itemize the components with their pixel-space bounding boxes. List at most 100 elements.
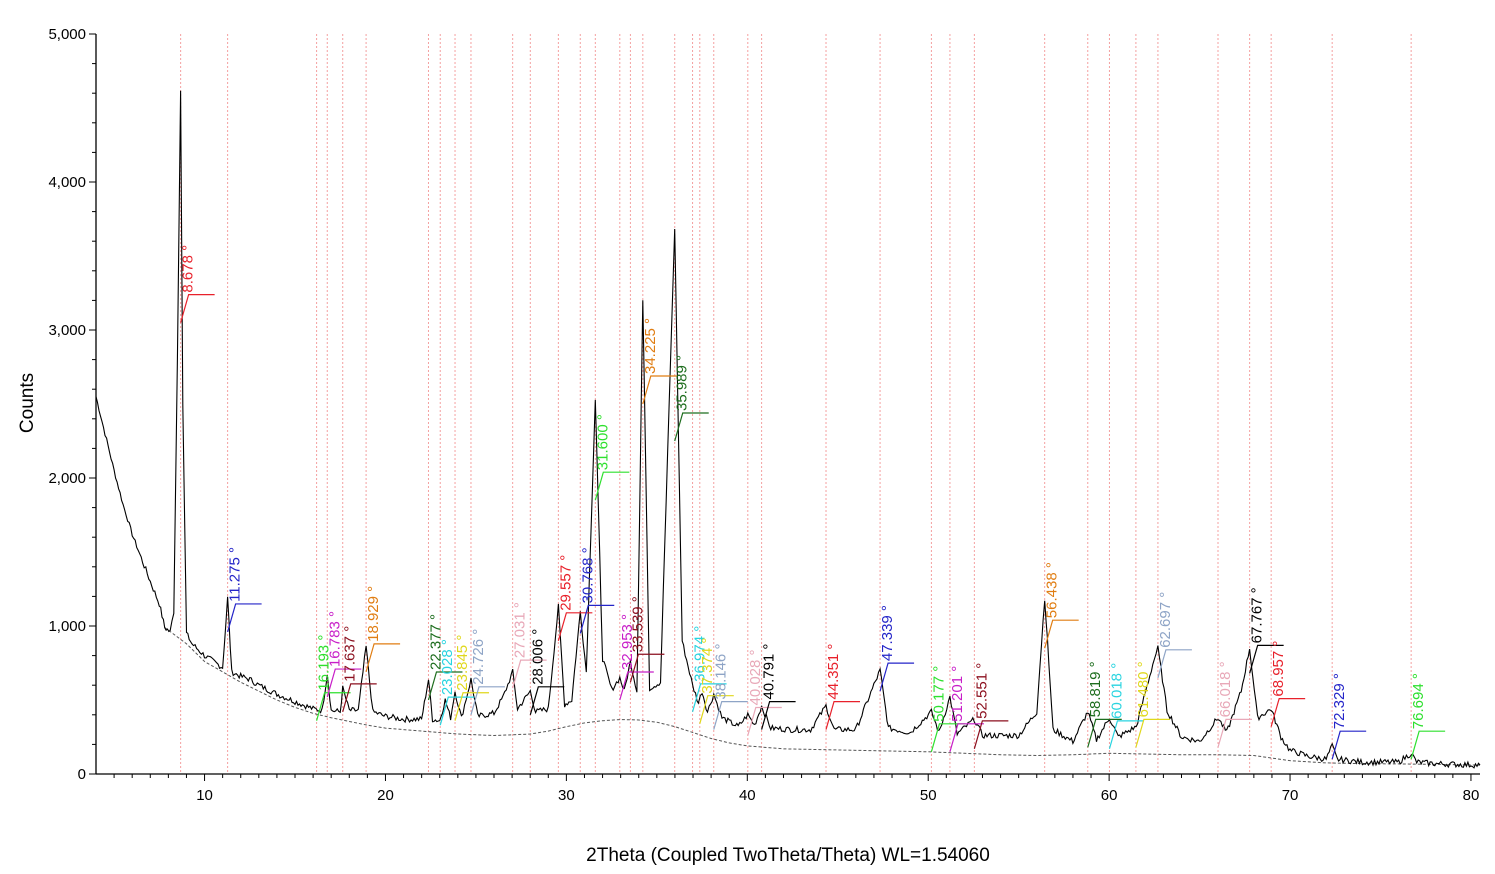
peak-label-text: 68.957 ° xyxy=(1270,641,1287,697)
peak-label: 22.377 ° xyxy=(427,614,463,701)
peak-label: 62.697 ° xyxy=(1157,592,1192,678)
peak-label: 36.974 ° xyxy=(691,626,727,713)
pattern-curve xyxy=(95,90,1481,769)
peak-leader-line xyxy=(227,603,262,633)
peak-leader-line xyxy=(557,612,593,641)
peak-label-text: 24.726 ° xyxy=(470,629,487,685)
peak-leader-line xyxy=(761,700,796,730)
peak-label-text: 28.006 ° xyxy=(529,629,546,685)
peak-label: 11.275 ° xyxy=(227,547,262,633)
peak-label: 16.783 ° xyxy=(326,611,362,698)
peak-leader-line xyxy=(427,671,463,701)
peak-label: 58.819 ° xyxy=(1087,661,1122,748)
peak-label-text: 31.600 ° xyxy=(594,414,611,470)
peak-label: 60.018 ° xyxy=(1108,663,1144,750)
peak-label-text: 17.637 ° xyxy=(342,626,359,682)
peak-label: 47.339 ° xyxy=(879,605,915,692)
peak-leader-line xyxy=(619,671,654,701)
peak-leader-line xyxy=(1270,698,1306,727)
peak-label-text: 23.845 ° xyxy=(454,635,471,691)
peak-label-text: 33.539 ° xyxy=(629,596,646,652)
peak-leader-line xyxy=(316,692,351,721)
peak-label: 34.225 ° xyxy=(642,318,677,405)
peak-label: 32.953 ° xyxy=(619,614,654,701)
peak-leader-line xyxy=(439,696,475,726)
peak-leader-line xyxy=(699,695,734,724)
peak-label-text: 32.953 ° xyxy=(619,614,636,670)
peak-label: 38.146 ° xyxy=(713,644,748,730)
peak-leader-line xyxy=(512,659,547,689)
peak-label-text: 22.377 ° xyxy=(427,614,444,670)
x-tick-label: 40 xyxy=(739,787,756,804)
x-tick-label: 10 xyxy=(196,787,213,804)
peak-label: 72.329 ° xyxy=(1331,673,1367,760)
x-tick-label: 50 xyxy=(920,787,937,804)
diffraction-pattern-line xyxy=(95,90,1481,769)
peak-label-text: 67.767 ° xyxy=(1249,587,1266,643)
peak-leader-line xyxy=(1249,644,1284,674)
peak-label: 40.028 ° xyxy=(747,649,782,736)
peak-label: 33.539 ° xyxy=(629,596,665,683)
peak-leader-line xyxy=(579,604,615,634)
peak-leader-line xyxy=(1331,730,1367,760)
peak-label-text: 38.146 ° xyxy=(713,644,730,700)
peak-leader-line xyxy=(1410,730,1446,760)
peak-label: 67.767 ° xyxy=(1249,587,1284,674)
peak-label: 56.438 ° xyxy=(1044,562,1079,649)
peak-label: 31.600 ° xyxy=(594,414,630,501)
peak-label-text: 40.028 ° xyxy=(747,649,764,705)
peak-leader-line xyxy=(454,692,490,721)
peak-label-text: 11.275 ° xyxy=(227,547,244,602)
peak-label: 40.791 ° xyxy=(761,644,796,730)
x-tick-label: 60 xyxy=(1101,787,1118,804)
peak-label: 8.678 ° xyxy=(180,245,215,323)
peak-label: 18.929 ° xyxy=(365,586,401,673)
peak-label-text: 72.329 ° xyxy=(1331,673,1348,729)
peak-leader-line xyxy=(594,471,630,501)
peak-leader-line xyxy=(930,723,966,752)
y-tick-label: 0 xyxy=(78,766,86,783)
peak-label: 16.193 ° xyxy=(316,635,351,721)
peak-label-text: 50.177 ° xyxy=(930,666,947,722)
peak-label: 37.374 ° xyxy=(699,638,734,724)
peak-label-text: 35.989 ° xyxy=(674,355,691,411)
peak-label: 44.351 ° xyxy=(825,644,861,730)
peak-leader-line xyxy=(747,706,782,736)
peak-label-text: 16.193 ° xyxy=(316,635,333,691)
axes: 10 20 30 40 50 60 70 80 0 1,000 2,000 3,000 4,000 5,0… xyxy=(48,26,1480,804)
reference-lines xyxy=(180,34,1412,774)
peak-leader-line xyxy=(691,683,727,713)
peak-leader-line xyxy=(973,720,1009,750)
peak-leader-line xyxy=(1157,649,1192,678)
peak-label-text: 34.225 ° xyxy=(642,318,659,374)
peak-leader-line xyxy=(1087,718,1122,748)
peak-leader-line xyxy=(642,375,677,405)
peak-leader-line xyxy=(365,643,401,673)
peak-leader-line xyxy=(1135,718,1170,748)
peak-label-text: 51.201 ° xyxy=(949,666,966,722)
peak-label-text: 40.791 ° xyxy=(761,644,778,700)
peak-label-text: 36.974 ° xyxy=(692,626,709,682)
peak-leader-line xyxy=(1108,720,1144,750)
peak-label-text: 60.018 ° xyxy=(1108,663,1125,719)
peak-label: 29.557 ° xyxy=(557,555,593,641)
peak-label-text: 27.031 ° xyxy=(512,602,529,658)
peak-label: 17.637 ° xyxy=(342,626,377,713)
peak-leader-line xyxy=(1217,718,1252,748)
peak-label-text: 37.374 ° xyxy=(699,638,716,694)
peak-label: 66.018 ° xyxy=(1217,661,1252,748)
y-tick-label: 3,000 xyxy=(48,322,86,339)
peak-label-text: 23.028 ° xyxy=(439,639,456,695)
peak-label-text: 16.783 ° xyxy=(326,611,343,667)
peak-label: 27.031 ° xyxy=(512,602,547,689)
peak-label-text: 66.018 ° xyxy=(1217,661,1234,717)
peak-label: 23.845 ° xyxy=(454,635,490,721)
x-axis-title: 2Theta (Coupled TwoTheta/Theta) WL=1.540… xyxy=(586,845,990,866)
peak-labels: 8.678 ° 11.275 ° 16.193 °16.783 °17.637 ° 1… xyxy=(180,245,1446,760)
y-tick-label: 4,000 xyxy=(48,174,86,191)
peak-label: 51.201 ° xyxy=(949,666,984,752)
peak-label-text: 47.339 ° xyxy=(879,605,896,661)
x-tick-label: 70 xyxy=(1282,787,1299,804)
peak-label: 76.694 ° xyxy=(1410,673,1446,760)
peak-label-text: 76.694 ° xyxy=(1410,673,1427,729)
